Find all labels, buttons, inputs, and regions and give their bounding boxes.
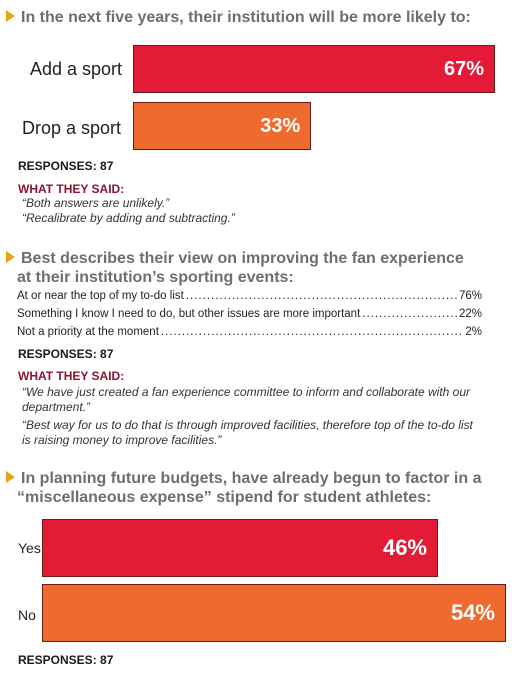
row-value: 2% (465, 326, 482, 338)
row-label: Not a priority at the moment (17, 326, 159, 338)
quote-1b: “Recalibrate by adding and subtracting.” (22, 211, 235, 225)
row-label: At or near the top of my to-do list (17, 290, 184, 302)
row-value: 76% (458, 290, 482, 302)
bar-value-add-a-sport: 67% (443, 57, 484, 80)
bar-value-no: 54% (450, 600, 495, 625)
responses-count-3: RESPONSES: 87 (18, 653, 114, 667)
quote-2b-line2: is raising money to improve facilities.” (22, 433, 222, 447)
arrow-bullet-icon (6, 471, 15, 483)
dot-leader: ........................................… (362, 308, 457, 320)
table-row: Not a priority at the moment ...........… (17, 326, 482, 338)
dot-leader: ........................................… (160, 326, 463, 338)
dot-leader: ........................................… (185, 290, 457, 302)
bar-add-a-sport: 67% (133, 45, 495, 93)
responses-count-2: RESPONSES: 87 (18, 347, 114, 361)
what-they-said-heading-2: WHAT THEY SAID: (18, 369, 125, 383)
row-value: 22% (458, 308, 482, 320)
table-row: Something I know I need to do, but other… (17, 308, 482, 320)
quote-2a-line2: department.” (22, 400, 91, 414)
question-3-heading: In planning future budgets, have already… (6, 469, 504, 488)
quote-2a-line1: “We have just created a fan experience c… (22, 385, 471, 399)
bar-yes: 46% (42, 519, 438, 577)
bar-label-add-a-sport: Add a sport (30, 59, 123, 79)
bar-no: 54% (42, 584, 506, 642)
bar-label-yes: Yes (18, 540, 41, 556)
arrow-bullet-icon (6, 251, 15, 263)
question-1-heading: In the next five years, their institutio… (6, 8, 504, 27)
question-2-heading: Best describes their view on improving t… (6, 249, 504, 268)
responses-count-1: RESPONSES: 87 (18, 159, 114, 173)
bar-drop-a-sport: 33% (133, 102, 312, 150)
row-label: Something I know I need to do, but other… (17, 308, 361, 320)
bar-value-yes: 46% (382, 535, 427, 560)
question-2-heading-line2: at their institution’s sporting events: (17, 269, 294, 286)
bar-label-no: No (18, 607, 36, 623)
what-they-said-heading-1: WHAT THEY SAID: (18, 182, 125, 196)
bar-label-drop-a-sport: Drop a sport (22, 118, 122, 138)
question-3-heading-line2: “miscellaneous expense” stipend for stud… (17, 489, 432, 506)
table-row: At or near the top of my to-do list ....… (17, 290, 482, 302)
bar-value-drop-a-sport: 33% (260, 114, 301, 137)
quote-1a: “Both answers are unlikely.” (22, 196, 170, 210)
quote-2b-line1: “Best way for us to do that is through i… (22, 418, 473, 432)
arrow-bullet-icon (6, 10, 15, 22)
